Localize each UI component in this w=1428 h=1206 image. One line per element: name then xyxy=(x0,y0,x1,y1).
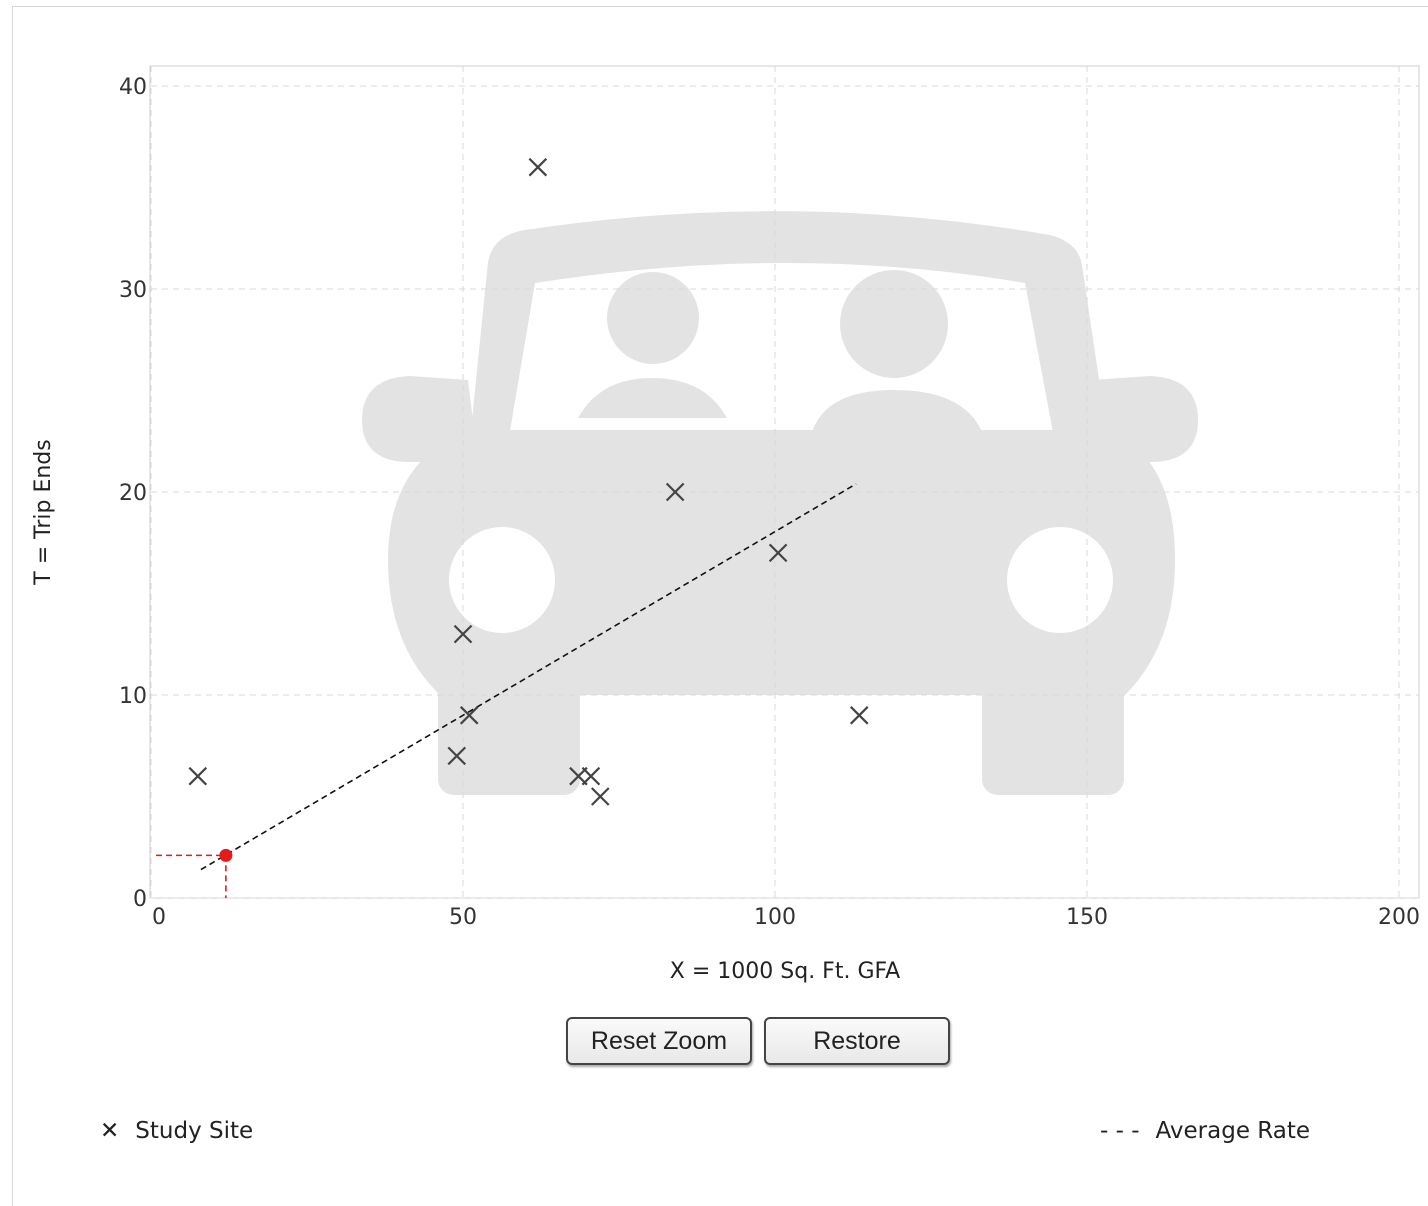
legend-study-site-label: Study Site xyxy=(135,1118,254,1144)
chart-frame xyxy=(12,6,1428,1206)
y-tick-label: 0 xyxy=(133,887,147,912)
average-rate-line xyxy=(200,483,857,871)
study-site-point[interactable] xyxy=(459,706,479,725)
y-axis-ticks: 0 10 20 30 40 xyxy=(119,75,147,912)
dashed-line-icon: - - - xyxy=(1100,1118,1140,1144)
study-site-point[interactable] xyxy=(188,766,208,786)
study-site-point[interactable] xyxy=(591,787,610,806)
reset-zoom-button[interactable]: Reset Zoom xyxy=(566,1017,752,1065)
study-site-point[interactable] xyxy=(453,624,473,644)
selected-point[interactable] xyxy=(219,848,233,862)
x-tick-label: 200 xyxy=(1378,905,1420,930)
x-tick-label: 0 xyxy=(152,905,166,930)
y-tick-label: 10 xyxy=(119,684,147,709)
study-site-point[interactable] xyxy=(849,706,869,725)
study-site-point[interactable] xyxy=(581,766,601,786)
x-tick-label: 100 xyxy=(754,905,796,930)
y-axis-label: T = Trip Ends xyxy=(31,439,56,585)
study-site-point[interactable] xyxy=(768,543,788,563)
plot-area xyxy=(149,65,1420,899)
x-axis-ticks: 0 50 100 150 200 xyxy=(152,905,1420,930)
legend-study-site: ✕ Study Site xyxy=(100,1118,253,1144)
study-site-point[interactable] xyxy=(447,746,467,766)
car-with-passengers-icon xyxy=(362,211,1198,795)
grid xyxy=(150,66,1419,899)
y-tick-label: 40 xyxy=(119,75,147,100)
y-tick-label: 30 xyxy=(119,278,147,303)
y-tick-label: 20 xyxy=(119,481,147,506)
restore-button[interactable]: Restore xyxy=(764,1017,950,1065)
x-marker-icon: ✕ xyxy=(100,1118,120,1144)
x-tick-label: 50 xyxy=(449,905,477,930)
study-site-points xyxy=(188,157,869,806)
x-axis-label: X = 1000 Sq. Ft. GFA xyxy=(670,959,900,984)
study-site-point[interactable] xyxy=(528,157,548,177)
study-site-point[interactable] xyxy=(665,482,685,502)
legend-average-rate: - - - Average Rate xyxy=(1100,1118,1310,1144)
selected-point-group xyxy=(156,848,233,898)
x-tick-label: 150 xyxy=(1066,905,1108,930)
average-rate-line-segment xyxy=(200,483,857,871)
legend-average-rate-label: Average Rate xyxy=(1155,1118,1311,1144)
scatter-chart[interactable]: 0 50 100 150 200 0 10 20 30 40 X = 1000 Sq. Ft. … xyxy=(0,0,1428,1151)
